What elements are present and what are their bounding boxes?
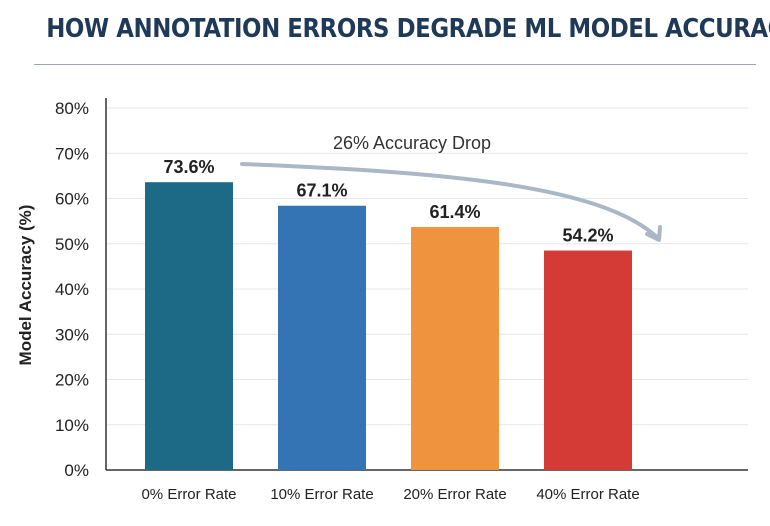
bar-value-label: 73.6% <box>163 157 214 177</box>
y-tick-label: 10% <box>55 416 89 435</box>
y-tick-label: 40% <box>55 280 89 299</box>
bar-value-label: 67.1% <box>296 181 347 201</box>
x-category-label: 40% Error Rate <box>536 486 639 503</box>
title-divider <box>34 64 756 65</box>
x-category-label: 10% Error Rate <box>270 486 373 503</box>
y-axis-label: Model Accuracy (%) <box>16 205 35 366</box>
bar <box>278 205 366 471</box>
y-tick-label: 80% <box>55 99 89 118</box>
y-tick-label: 20% <box>55 371 89 390</box>
x-category-label: 0% Error Rate <box>141 486 236 503</box>
bar <box>145 182 233 470</box>
bar-value-label: 54.2% <box>562 226 613 246</box>
y-tick-label: 70% <box>55 144 89 163</box>
y-axis-ticks: 0% 10% 20% 30% 40% 50% 60% 70% 80% <box>55 99 89 480</box>
y-tick-label: 60% <box>55 190 89 209</box>
bar-value-label: 61.4% <box>429 202 480 222</box>
bar <box>544 250 632 470</box>
data-labels: 73.6% 67.1% 61.4% 54.2% <box>163 157 613 245</box>
x-axis-categories: 0% Error Rate 10% Error Rate 20% Error Rat… <box>141 486 639 503</box>
y-tick-label: 50% <box>55 235 89 254</box>
x-category-label: 20% Error Rate <box>403 486 506 503</box>
annotation-text: 26% Accuracy Drop <box>333 133 491 153</box>
y-tick-label: 30% <box>55 325 89 344</box>
y-tick-label: 0% <box>64 461 89 480</box>
chart-title: HOW ANNOTATION ERRORS DEGRADE ML MODEL A… <box>46 14 770 44</box>
accuracy-drop-annotation: 26% Accuracy Drop <box>240 133 662 242</box>
bars <box>145 182 632 471</box>
arrow-head <box>645 225 662 242</box>
curved-arrow <box>240 162 660 240</box>
bar <box>411 227 499 470</box>
